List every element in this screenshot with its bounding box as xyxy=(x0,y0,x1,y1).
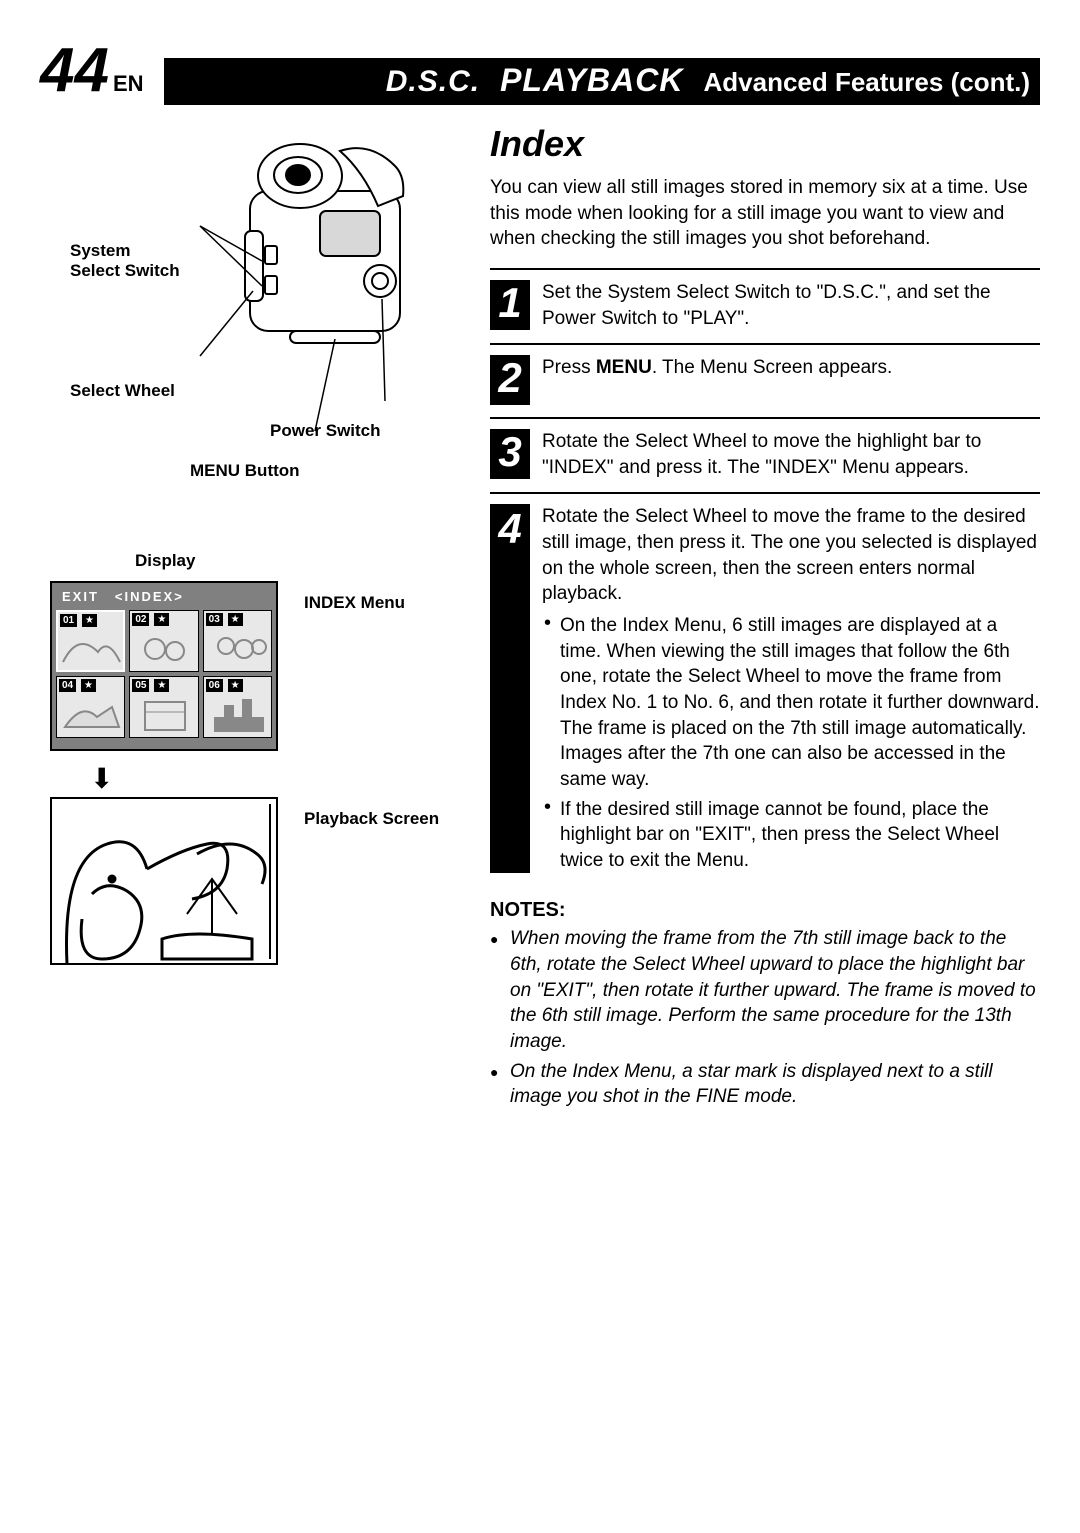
index-thumb: 06 ★ xyxy=(203,676,272,738)
header-prefix: D.S.C. xyxy=(386,65,480,99)
thumb-star: ★ xyxy=(154,679,169,692)
step-bullet: On the Index Menu, 6 still images are di… xyxy=(542,613,1040,792)
index-thumb: 01 ★ xyxy=(56,610,125,672)
note-item: When moving the frame from the 7th still… xyxy=(490,926,1040,1054)
index-menu-screen: EXIT <INDEX> 01 ★ 02 ★ xyxy=(50,581,278,751)
header-bar: D.S.C. PLAYBACK Advanced Features (cont.… xyxy=(164,58,1040,105)
index-thumb: 04 ★ xyxy=(56,676,125,738)
index-thumb: 05 ★ xyxy=(129,676,198,738)
header-main: PLAYBACK xyxy=(500,62,683,99)
arrow-down-icon: ⬇ xyxy=(90,765,460,793)
label-select-wheel: Select Wheel xyxy=(70,381,180,401)
thumb-num: 06 xyxy=(206,679,223,692)
index-title: <INDEX> xyxy=(115,589,184,604)
display-heading: Display xyxy=(135,551,460,571)
playback-screen-label: Playback Screen xyxy=(304,797,439,829)
thumb-num: 03 xyxy=(206,613,223,626)
thumb-num: 05 xyxy=(132,679,149,692)
index-thumb: 03 ★ xyxy=(203,610,272,672)
step-bullet: If the desired still image cannot be fou… xyxy=(542,797,1040,874)
step-text: Rotate the Select Wheel to move the high… xyxy=(542,429,1040,480)
label-system-select-switch: System Select Switch xyxy=(70,241,180,281)
label-power-switch: Power Switch xyxy=(270,421,381,441)
index-exit: EXIT xyxy=(62,589,99,604)
label-menu-button: MENU Button xyxy=(190,461,300,481)
step-main-text: Rotate the Select Wheel to move the fram… xyxy=(542,506,1037,604)
index-menu-label: INDEX Menu xyxy=(304,581,405,613)
step-number: 3 xyxy=(490,429,530,479)
notes-heading: NOTES: xyxy=(490,899,1040,922)
thumb-num: 04 xyxy=(59,679,76,692)
step-number: 1 xyxy=(490,280,530,330)
thumb-num: 02 xyxy=(132,613,149,626)
intro-text: You can view all still images stored in … xyxy=(490,175,1040,252)
lang-code: EN xyxy=(113,71,144,97)
camcorder-illustration xyxy=(190,131,450,431)
thumb-star: ★ xyxy=(228,613,243,626)
step: 2 Press MENU. The Menu Screen appears. xyxy=(490,345,1040,419)
section-title: Index xyxy=(490,123,1040,165)
step-number: 2 xyxy=(490,355,530,405)
step-text: Set the System Select Switch to "D.S.C."… xyxy=(542,280,1040,331)
thumb-star: ★ xyxy=(154,613,169,626)
step-text: Rotate the Select Wheel to move the fram… xyxy=(542,504,1040,873)
thumb-num: 01 xyxy=(60,614,77,627)
step-text: Press MENU. The Menu Screen appears. xyxy=(542,355,892,405)
step: 3 Rotate the Select Wheel to move the hi… xyxy=(490,419,1040,494)
notes-list: When moving the frame from the 7th still… xyxy=(490,926,1040,1109)
thumb-star: ★ xyxy=(82,614,97,627)
header-suffix: Advanced Features (cont.) xyxy=(703,67,1030,98)
thumb-star: ★ xyxy=(81,679,96,692)
index-thumb: 02 ★ xyxy=(129,610,198,672)
thumb-star: ★ xyxy=(228,679,243,692)
playback-screen xyxy=(50,797,278,965)
note-item: On the Index Menu, a star mark is displa… xyxy=(490,1059,1040,1110)
step-number: 4 xyxy=(490,504,530,873)
page-number: 44 xyxy=(40,40,109,102)
step: 4 Rotate the Select Wheel to move the fr… xyxy=(490,494,1040,885)
step: 1 Set the System Select Switch to "D.S.C… xyxy=(490,270,1040,345)
camera-diagram: System Select Switch Select Wheel Power … xyxy=(40,131,460,491)
